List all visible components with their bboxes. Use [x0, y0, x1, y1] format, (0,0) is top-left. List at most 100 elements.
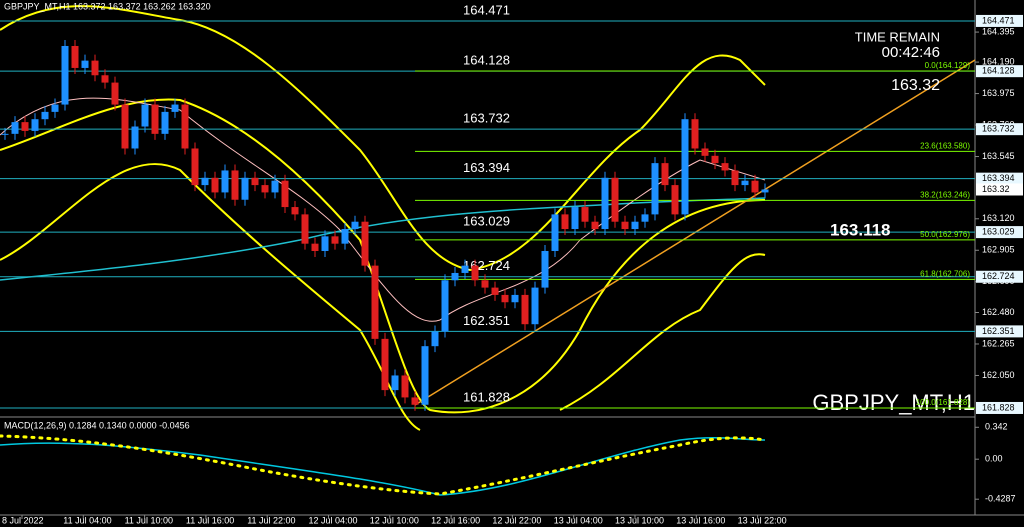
level-box [976, 65, 1023, 78]
lower-band-2 [559, 253, 766, 411]
candle [631, 221, 639, 230]
x-tick-label: 8 Jul 2022 [2, 515, 44, 525]
x-tick-label: 13 Jul 16:00 [676, 515, 725, 525]
x-tick-label: 11 Jul 10:00 [125, 515, 173, 525]
level-label: 164.128 [463, 53, 510, 68]
level-box-label: 163.394 [982, 173, 1015, 183]
candle [751, 180, 759, 193]
candle [431, 331, 439, 347]
y-tick-label: 164.395 [982, 26, 1015, 36]
fib-label: 38.2(163.246) [920, 190, 970, 199]
candle [331, 236, 339, 244]
candle [541, 250, 549, 288]
level-box [976, 325, 1023, 338]
current-price-box-label: 163.32 [982, 184, 1010, 194]
candle [421, 346, 429, 405]
level-box-label: 161.828 [982, 402, 1015, 412]
level-box [976, 14, 1023, 27]
level-label: 162.724 [463, 258, 510, 273]
fib-label: 100.0(161.828) [916, 398, 971, 407]
candle [351, 221, 359, 230]
candle [651, 163, 659, 215]
level-box-label: 163.732 [982, 124, 1015, 134]
candle [671, 185, 679, 215]
candle [221, 170, 229, 193]
fib-label: 0.0(164.129) [925, 61, 971, 70]
current-price-box [976, 183, 1023, 196]
candle [121, 104, 129, 149]
level-box [976, 270, 1023, 283]
y-tick-label: 164.190 [982, 56, 1015, 66]
candle [321, 236, 329, 251]
fib-label: 23.6(163.580) [920, 142, 970, 151]
macd-tick-label: 0.00 [985, 454, 1003, 464]
candle [521, 294, 529, 325]
candle [301, 214, 309, 244]
candle [361, 221, 369, 266]
candle [81, 60, 89, 68]
current-price: 163.32 [891, 77, 940, 94]
candle [701, 148, 709, 156]
y-tick-label: 162.050 [982, 370, 1015, 380]
candle [761, 189, 769, 193]
candle [371, 265, 379, 339]
y-tick-label: 162.265 [982, 338, 1015, 348]
candle [531, 287, 539, 325]
candle [711, 155, 719, 164]
candle [41, 111, 49, 120]
level-box [976, 226, 1023, 239]
x-tick-label: 12 Jul 22:00 [492, 515, 541, 525]
candle [721, 163, 729, 171]
candle [1, 133, 9, 135]
x-tick-label: 12 Jul 04:00 [309, 515, 358, 525]
candle [131, 126, 139, 149]
candle [451, 272, 459, 281]
x-tick-label: 12 Jul 10:00 [370, 515, 419, 525]
candle [261, 185, 269, 193]
candle [201, 177, 209, 186]
level-box [976, 123, 1023, 136]
level-box-label: 162.724 [982, 271, 1015, 281]
candle [191, 148, 199, 186]
symbol-label: GBPJPY_MT,H1 [812, 390, 975, 415]
y-tick-label: 162.480 [982, 307, 1015, 317]
candle [411, 397, 419, 405]
candle [591, 221, 599, 230]
candle [211, 177, 219, 193]
candle [71, 45, 79, 68]
macd-signal [0, 434, 767, 496]
level-box-label: 162.351 [982, 326, 1015, 336]
level-label: 161.828 [463, 389, 510, 404]
y-tick-label: 163.975 [982, 88, 1015, 98]
candle [141, 104, 149, 127]
x-tick-label: 11 Jul 04:00 [63, 515, 111, 525]
macd-label: MACD(12,26,9) 0.1284 0.1340 0.0000 -0.04… [4, 420, 190, 430]
candle [551, 214, 559, 251]
candle [341, 229, 349, 244]
candle [181, 104, 189, 149]
candle [741, 180, 749, 186]
candle [491, 287, 499, 295]
candle [171, 104, 179, 112]
candle [511, 294, 519, 303]
x-tick-label: 13 Jul 04:00 [554, 515, 603, 525]
candle [471, 265, 479, 281]
macd-tick-label: -0.4287 [985, 494, 1016, 504]
candle [251, 177, 259, 186]
level-box-label: 164.471 [982, 15, 1015, 25]
level-label: 163.029 [463, 214, 510, 229]
fib-label: 50.0(162.976) [920, 230, 970, 239]
candle [691, 119, 699, 149]
candle [681, 119, 689, 215]
x-tick-label: 11 Jul 16:00 [186, 515, 234, 525]
candle [401, 375, 409, 398]
candle [101, 75, 109, 83]
candle [241, 177, 249, 200]
candle [281, 180, 289, 208]
x-tick-label: 13 Jul 22:00 [738, 515, 787, 525]
candle [581, 207, 589, 222]
fib-label: 61.8(162.706) [920, 270, 970, 279]
candle [31, 119, 39, 131]
level-label: 163.394 [463, 160, 510, 175]
